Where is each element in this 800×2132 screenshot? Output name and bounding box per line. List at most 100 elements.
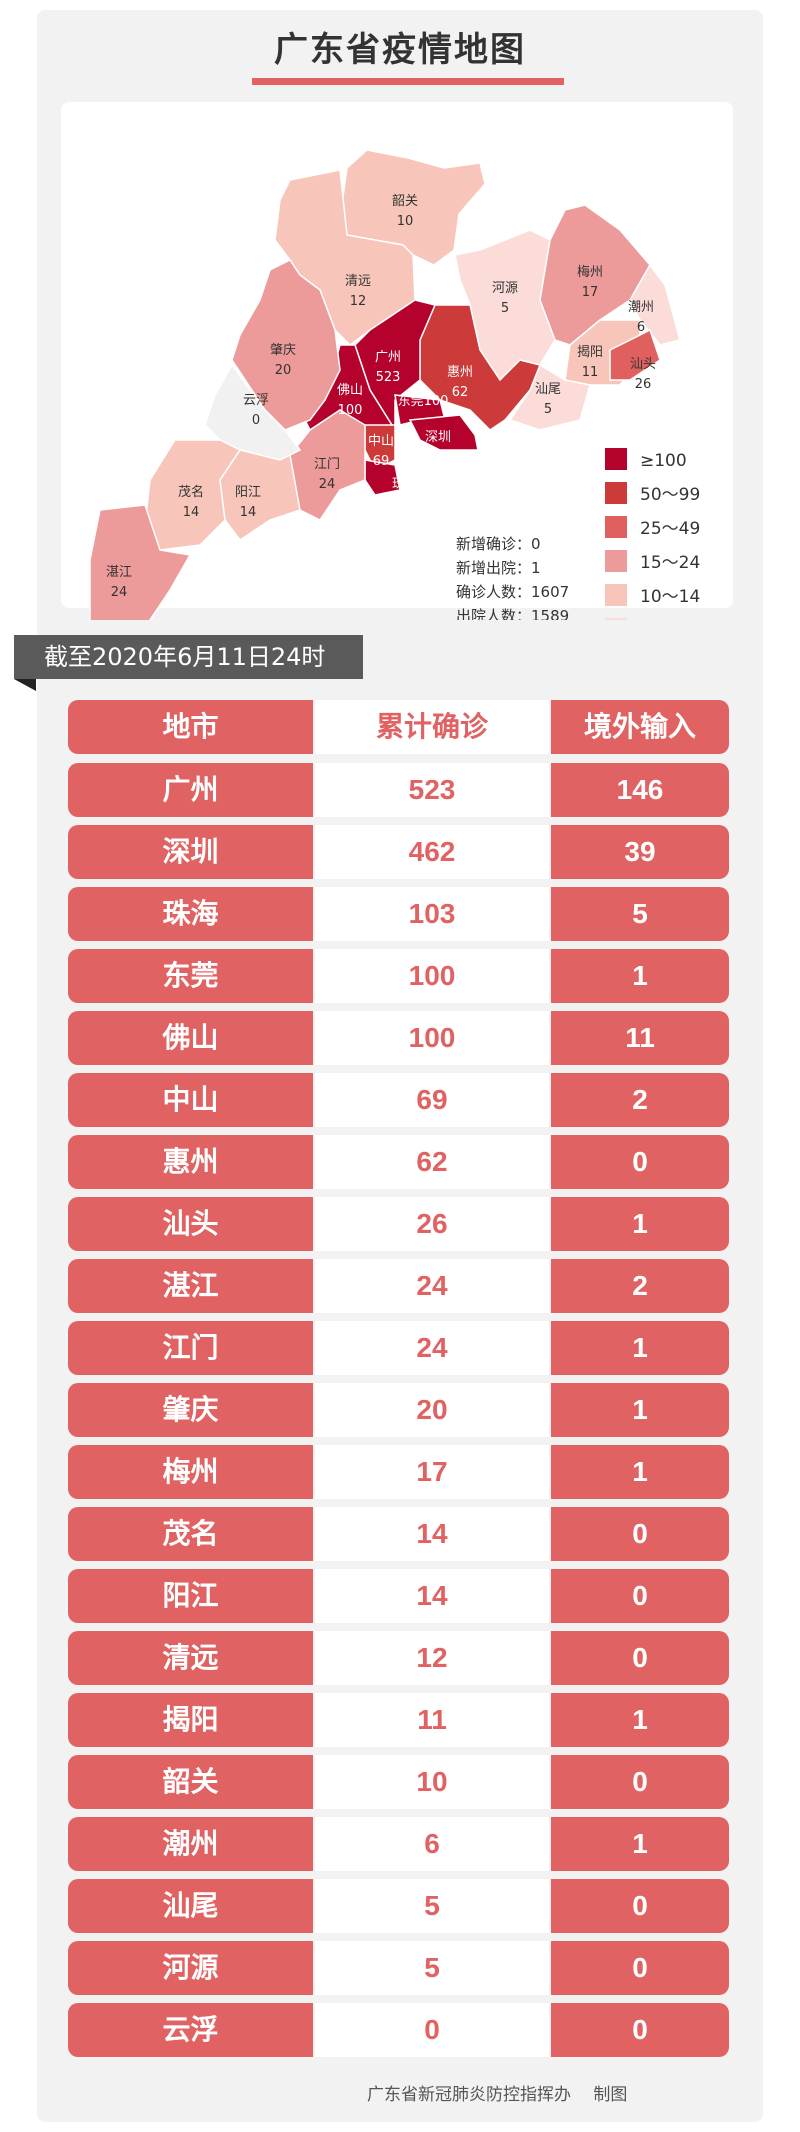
table-header-row: 地市 累计确诊 境外输入	[68, 700, 729, 754]
cell-confirmed: 100	[315, 949, 549, 1003]
region-value: 462	[426, 450, 451, 465]
region-16	[231, 259, 341, 431]
cell-city: 揭阳	[68, 1693, 313, 1747]
table-row: 潮州 6 1	[68, 1817, 729, 1871]
table-row: 江门 24 1	[68, 1321, 729, 1375]
cell-imported: 1	[551, 1321, 729, 1375]
region-name: 揭阳	[577, 345, 603, 360]
cell-confirmed: 11	[315, 1693, 549, 1747]
page-title: 广东省疫情地图	[274, 30, 526, 70]
cell-confirmed: 69	[315, 1073, 549, 1127]
region-12	[408, 414, 479, 451]
date-banner: 截至2020年6月11日24时	[14, 635, 363, 679]
region-name: 阳江	[235, 485, 261, 500]
region-name: 湛江	[106, 565, 132, 580]
region-value: 24	[111, 585, 128, 600]
cell-imported: 1	[551, 1693, 729, 1747]
cell-confirmed: 20	[315, 1383, 549, 1437]
cell-confirmed: 462	[315, 825, 549, 879]
footer-credit: 广东省新冠肺炎防控指挥办 制图	[367, 2085, 628, 2105]
region-name: 清远	[345, 274, 371, 289]
cell-imported: 11	[551, 1011, 729, 1065]
cell-city: 江门	[68, 1321, 313, 1375]
header-city: 地市	[68, 700, 313, 754]
header-confirmed: 累计确诊	[315, 700, 549, 754]
cell-confirmed: 24	[315, 1321, 549, 1375]
region-name: 肇庆	[270, 343, 296, 358]
legend-swatch	[605, 550, 627, 572]
region-value: 0	[252, 413, 260, 428]
title-underline	[252, 78, 564, 85]
cell-imported: 5	[551, 887, 729, 941]
region-value: 103	[393, 497, 418, 512]
region-value: 14	[240, 505, 257, 520]
cell-imported: 0	[551, 1135, 729, 1189]
region-4	[629, 263, 681, 346]
cell-imported: 0	[551, 1631, 729, 1685]
region-name: 韶关	[392, 193, 418, 209]
region-name: 珠海	[392, 477, 418, 492]
cell-confirmed: 10	[315, 1755, 549, 1809]
cell-confirmed: 6	[315, 1817, 549, 1871]
banner-fold	[14, 679, 36, 691]
region-name: 汕头	[630, 357, 656, 372]
cell-city: 阳江	[68, 1569, 313, 1623]
region-name: 江门	[314, 457, 340, 472]
region-label: 东莞100	[398, 394, 449, 409]
cell-confirmed: 5	[315, 1941, 549, 1995]
legend-label: 25～49	[640, 519, 700, 539]
stat-line: 出院人数：1589	[456, 607, 569, 620]
cell-imported: 2	[551, 1259, 729, 1313]
table-row: 汕头 26 1	[68, 1197, 729, 1251]
cell-confirmed: 24	[315, 1259, 549, 1313]
cell-confirmed: 62	[315, 1135, 549, 1189]
cell-city: 湛江	[68, 1259, 313, 1313]
region-6	[609, 328, 661, 381]
table-row: 梅州 17 1	[68, 1445, 729, 1499]
cell-city: 河源	[68, 1941, 313, 1995]
legend-swatch	[605, 482, 627, 504]
legend-label: 50～99	[640, 485, 700, 505]
cell-imported: 1	[551, 1817, 729, 1871]
table-row: 揭阳 11 1	[68, 1693, 729, 1747]
region-name: 茂名	[178, 484, 204, 500]
guangdong-map: 韶关 10 清远 12 河源 5 梅州 17 潮州 6 揭阳 11 汕头 26 汕尾 5 惠州 62 广州 523 佛山…	[89, 149, 700, 620]
region-value: 523	[376, 370, 401, 385]
region-19	[219, 449, 301, 542]
cell-city: 云浮	[68, 2003, 313, 2057]
cell-imported: 0	[551, 1569, 729, 1623]
cell-city: 韶关	[68, 1755, 313, 1809]
table-row: 阳江 14 0	[68, 1569, 729, 1623]
table-row: 东莞 100 1	[68, 949, 729, 1003]
legend-label: 15～24	[640, 553, 700, 573]
legend-swatch	[605, 448, 627, 470]
header-imported: 境外输入	[551, 700, 729, 754]
region-name: 深圳	[425, 430, 451, 445]
cell-imported: 1	[551, 949, 729, 1003]
region-8	[419, 304, 542, 431]
cell-imported: 1	[551, 1383, 729, 1437]
table-row: 清远 12 0	[68, 1631, 729, 1685]
stat-line: 新增出院：1	[456, 559, 541, 577]
legend-swatch	[605, 618, 627, 620]
table-row: 韶关 10 0	[68, 1755, 729, 1809]
cell-city: 深圳	[68, 825, 313, 879]
cell-confirmed: 5	[315, 1879, 549, 1933]
region-value: 14	[183, 505, 200, 520]
region-value: 17	[582, 285, 599, 300]
cell-confirmed: 17	[315, 1445, 549, 1499]
table-row: 中山 69 2	[68, 1073, 729, 1127]
stat-line: 确诊人数：1607	[456, 583, 569, 601]
region-name: 河源	[492, 281, 518, 296]
cell-city: 东莞	[68, 949, 313, 1003]
cell-imported: 0	[551, 2003, 729, 2057]
cell-city: 茂名	[68, 1507, 313, 1561]
cell-imported: 146	[551, 763, 729, 817]
table-row: 珠海 103 5	[68, 887, 729, 941]
legend-label: ≥100	[640, 451, 687, 471]
stat-line: 新增确诊：0	[456, 535, 541, 553]
cell-imported: 1	[551, 1445, 729, 1499]
region-20	[89, 504, 192, 620]
legend-swatch	[605, 516, 627, 538]
table-row: 湛江 24 2	[68, 1259, 729, 1313]
